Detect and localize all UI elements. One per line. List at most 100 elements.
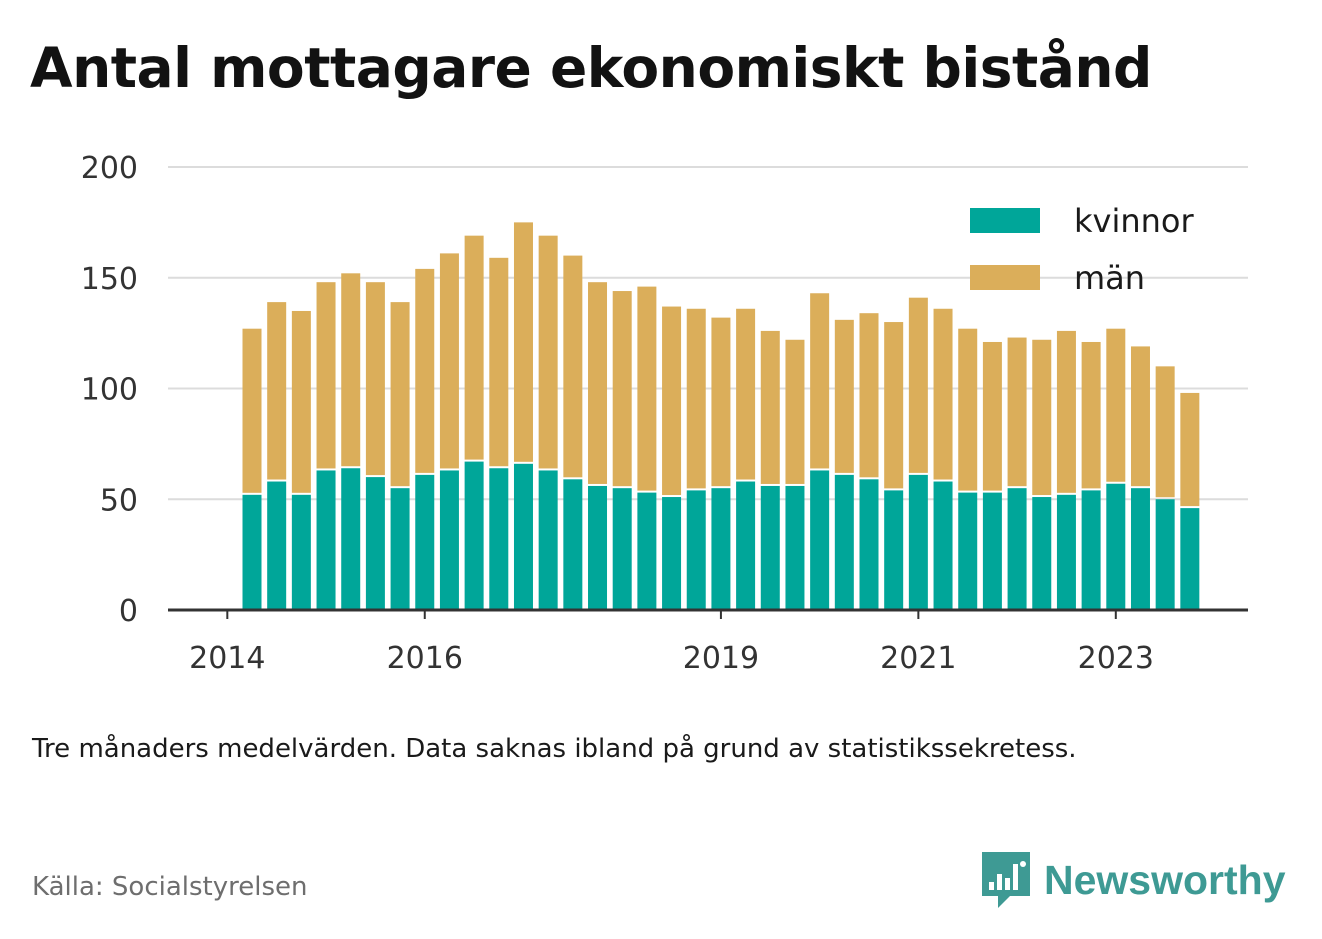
brand-name: Newsworthy <box>1044 856 1286 903</box>
bar-man-2016-Q2 <box>439 253 459 469</box>
bar-kvinnor-2020-Q3 <box>859 479 879 610</box>
bar-man-2021-Q1 <box>908 297 928 473</box>
bar-man-2017-Q2 <box>538 235 558 469</box>
bar-kvinnor-2016-Q4 <box>489 468 509 610</box>
bar-man-2017-Q3 <box>563 255 583 478</box>
bar-man-2017-Q4 <box>588 282 608 484</box>
bar-kvinnor-2017-Q3 <box>563 479 583 610</box>
bar-kvinnor-2017-Q2 <box>538 470 558 610</box>
bar-kvinnor-2021-Q1 <box>908 474 928 610</box>
bar-man-2018-Q3 <box>662 306 682 496</box>
bar-man-2016-Q3 <box>464 235 484 460</box>
legend-swatch-man <box>970 265 1040 290</box>
bar-kvinnor-2015-Q2 <box>341 468 361 610</box>
bar-man-2019-Q2 <box>736 308 756 480</box>
bar-man-2022-Q3 <box>1056 330 1076 493</box>
bar-kvinnor-2015-Q4 <box>390 488 410 610</box>
legend-label-kvinnor: kvinnor <box>1074 202 1195 240</box>
legend: kvinnor män <box>970 202 1195 297</box>
bar-man-2014-Q4 <box>291 310 311 493</box>
bar-man-2022-Q4 <box>1081 341 1101 489</box>
bar-man-2020-Q1 <box>810 293 830 469</box>
bar-kvinnor-2022-Q3 <box>1056 494 1076 610</box>
bar-kvinnor-2019-Q1 <box>711 488 731 610</box>
bar-kvinnor-2016-Q1 <box>415 474 435 610</box>
y-tick-label: 200 <box>81 151 138 186</box>
y-tick-label: 100 <box>81 373 138 408</box>
bar-kvinnor-2018-Q2 <box>637 492 657 610</box>
bar-kvinnor-2020-Q1 <box>810 470 830 610</box>
bar-man-2021-Q3 <box>958 328 978 491</box>
bar-man-2015-Q2 <box>341 273 361 467</box>
bar-man-2016-Q1 <box>415 268 435 473</box>
y-axis-tick-labels: 0 50 100 150 200 <box>81 151 138 629</box>
bar-kvinnor-2014-Q3 <box>267 481 287 610</box>
bar-man-2022-Q1 <box>1007 337 1027 487</box>
x-tick-label: 2021 <box>880 641 956 676</box>
bar-kvinnor-2023-Q3 <box>1155 499 1175 610</box>
x-tick-label: 2019 <box>683 641 759 676</box>
bar-man-2017-Q1 <box>513 222 533 462</box>
legend-swatch-kvinnor <box>970 208 1040 233</box>
bar-kvinnor-2020-Q2 <box>834 474 854 610</box>
bar-man-2015-Q3 <box>365 282 385 476</box>
y-tick-label: 50 <box>100 483 138 518</box>
bar-kvinnor-2014-Q2 <box>242 494 262 610</box>
bar-man-2023-Q2 <box>1130 346 1150 487</box>
bar-kvinnor-2019-Q3 <box>760 485 780 610</box>
bar-man-2023-Q3 <box>1155 366 1175 498</box>
bar-man-2014-Q2 <box>242 328 262 493</box>
bar-man-2014-Q3 <box>267 302 287 480</box>
x-tick-label: 2016 <box>387 641 463 676</box>
bar-kvinnor-2023-Q2 <box>1130 488 1150 610</box>
chart-title: Antal mottagare ekonomiskt bistånd <box>30 36 1152 100</box>
bar-kvinnor-2021-Q2 <box>933 481 953 610</box>
bar-man-2018-Q1 <box>612 291 632 487</box>
bar-kvinnor-2015-Q1 <box>316 470 336 610</box>
bar-kvinnor-2023-Q4 <box>1180 508 1200 610</box>
bar-kvinnor-2022-Q4 <box>1081 490 1101 610</box>
newsworthy-chart-bubble-icon <box>982 852 1030 908</box>
bar-kvinnor-2014-Q4 <box>291 494 311 610</box>
bar-kvinnor-2022-Q2 <box>1032 497 1052 610</box>
bar-kvinnor-2018-Q4 <box>686 490 706 610</box>
chart-note: Tre månaders medelvärden. Data saknas ib… <box>32 734 1077 764</box>
bar-man-2016-Q4 <box>489 257 509 467</box>
x-tick-label: 2014 <box>189 641 265 676</box>
bar-kvinnor-2017-Q4 <box>588 485 608 610</box>
bar-kvinnor-2019-Q4 <box>785 485 805 610</box>
bar-man-2019-Q3 <box>760 330 780 484</box>
bars <box>242 222 1200 610</box>
bar-man-2023-Q1 <box>1106 328 1126 482</box>
bar-kvinnor-2019-Q2 <box>736 481 756 610</box>
stacked-bar-chart: 2014 2016 2019 2021 2023 0 50 100 150 200 kvinno… <box>81 151 1248 676</box>
bar-man-2020-Q2 <box>834 319 854 473</box>
bar-man-2021-Q2 <box>933 308 953 480</box>
bar-man-2021-Q4 <box>982 341 1002 491</box>
bar-kvinnor-2020-Q4 <box>884 490 904 610</box>
bar-man-2023-Q4 <box>1180 392 1200 507</box>
bar-man-2015-Q1 <box>316 282 336 469</box>
bar-kvinnor-2017-Q1 <box>513 463 533 610</box>
source-credit: Källa: Socialstyrelsen <box>32 872 308 902</box>
x-tick-label: 2023 <box>1078 641 1154 676</box>
brand-logo[interactable]: Newsworthy <box>980 850 1286 910</box>
bar-kvinnor-2018-Q1 <box>612 488 632 610</box>
bar-man-2018-Q4 <box>686 308 706 489</box>
bar-kvinnor-2021-Q4 <box>982 492 1002 610</box>
bar-man-2020-Q3 <box>859 313 879 478</box>
y-tick-label: 150 <box>81 262 138 297</box>
bar-man-2020-Q4 <box>884 322 904 489</box>
legend-label-man: män <box>1074 259 1145 297</box>
x-axis: 2014 2016 2019 2021 2023 <box>168 608 1248 676</box>
y-tick-label: 0 <box>119 594 138 629</box>
bar-kvinnor-2016-Q2 <box>439 470 459 610</box>
bar-man-2019-Q4 <box>785 339 805 484</box>
bar-man-2015-Q4 <box>390 302 410 487</box>
bar-kvinnor-2016-Q3 <box>464 461 484 610</box>
bar-man-2019-Q1 <box>711 317 731 487</box>
bar-kvinnor-2021-Q3 <box>958 492 978 610</box>
bar-kvinnor-2015-Q3 <box>365 477 385 610</box>
bar-kvinnor-2023-Q1 <box>1106 483 1126 610</box>
bar-kvinnor-2018-Q3 <box>662 497 682 610</box>
